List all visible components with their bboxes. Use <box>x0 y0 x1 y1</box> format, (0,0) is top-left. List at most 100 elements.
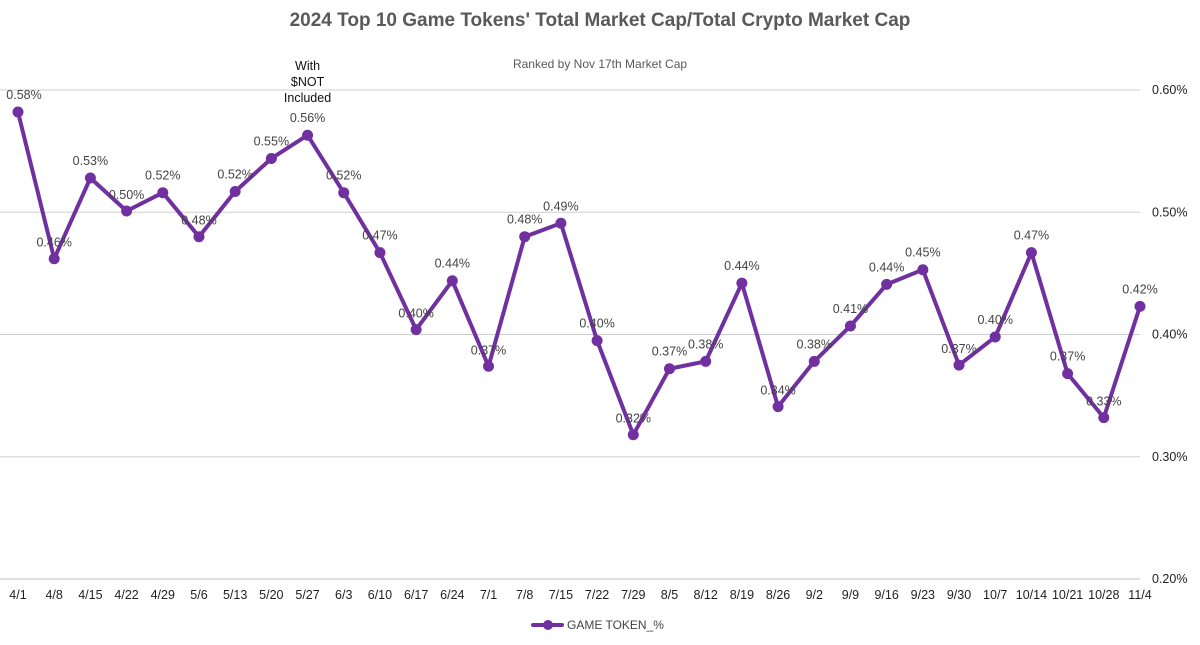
data-point <box>229 185 241 197</box>
data-point <box>591 335 603 347</box>
data-label: 0.52% <box>326 169 361 183</box>
data-label: 0.45% <box>905 246 940 260</box>
x-tick-label: 10/28 <box>1088 588 1119 602</box>
x-tick-label: 9/2 <box>806 588 823 602</box>
data-point <box>881 278 893 290</box>
data-label: 0.37% <box>471 343 506 357</box>
data-point <box>555 217 567 229</box>
x-tick-label: 10/7 <box>983 588 1007 602</box>
y-tick-label: 0.30% <box>1152 450 1187 464</box>
data-point <box>953 359 965 371</box>
x-tick-label: 7/15 <box>549 588 573 602</box>
y-tick-label: 0.60% <box>1152 83 1187 97</box>
data-label: 0.41% <box>833 302 868 316</box>
x-tick-label: 11/4 <box>1128 588 1151 602</box>
data-label: 0.53% <box>73 154 108 168</box>
data-point <box>700 355 712 367</box>
data-point <box>989 331 1001 343</box>
data-point <box>410 324 422 336</box>
x-tick-label: 8/5 <box>661 588 678 602</box>
data-point <box>1025 247 1037 259</box>
x-tick-label: 9/23 <box>911 588 935 602</box>
x-tick-label: 4/1 <box>9 588 26 602</box>
data-point <box>84 172 96 184</box>
x-tick-label: 5/6 <box>190 588 207 602</box>
data-point <box>663 363 675 375</box>
data-label: 0.46% <box>36 236 71 250</box>
annotation-line: $NOT <box>291 75 325 89</box>
x-tick-label: 9/9 <box>842 588 859 602</box>
data-label: 0.37% <box>652 345 687 359</box>
data-labels: 0.58%0.46%0.53%0.50%0.52%0.48%0.52%0.55%… <box>6 88 1157 426</box>
x-tick-label: 6/24 <box>440 588 464 602</box>
data-point <box>121 205 133 217</box>
x-tick-label: 9/30 <box>947 588 971 602</box>
data-point <box>1062 368 1074 380</box>
x-tick-label: 8/26 <box>766 588 790 602</box>
data-point <box>736 277 748 289</box>
data-point <box>302 129 314 141</box>
x-tick-label: 4/22 <box>114 588 138 602</box>
annotation-not-included: With $NOT Included <box>284 59 331 105</box>
data-point <box>374 247 386 259</box>
data-point <box>627 429 639 441</box>
data-label: 0.56% <box>290 111 325 125</box>
data-label: 0.42% <box>1122 282 1157 296</box>
data-point <box>446 275 458 287</box>
data-label: 0.37% <box>1050 350 1085 364</box>
data-point <box>1134 300 1146 312</box>
data-label: 0.40% <box>398 307 433 321</box>
data-label: 0.48% <box>181 214 216 228</box>
x-axis-ticks: 4/1 4/8 4/15 4/22 4/29 5/6 5/13 5/20 5/27 6/3 6/10… <box>9 588 1151 602</box>
data-point <box>519 231 531 243</box>
data-label: 0.44% <box>435 257 470 271</box>
data-label: 0.38% <box>797 337 832 351</box>
data-point <box>808 355 820 367</box>
x-tick-label: 7/1 <box>480 588 497 602</box>
x-tick-label: 8/19 <box>730 588 754 602</box>
data-point <box>844 320 856 332</box>
data-label: 0.32% <box>616 412 651 426</box>
data-label: 0.34% <box>760 384 795 398</box>
data-label: 0.40% <box>579 317 614 331</box>
x-tick-label: 6/17 <box>404 588 428 602</box>
gridlines <box>0 89 1140 580</box>
data-point <box>338 187 350 199</box>
data-label: 0.49% <box>543 199 578 213</box>
x-tick-label: 7/29 <box>621 588 645 602</box>
data-point <box>917 264 929 276</box>
data-point <box>1098 412 1110 424</box>
data-label: 0.44% <box>869 260 904 274</box>
data-point <box>772 401 784 413</box>
x-tick-label: 7/22 <box>585 588 609 602</box>
series-game-token <box>12 106 1146 441</box>
data-label: 0.48% <box>507 213 542 227</box>
data-label: 0.47% <box>362 229 397 243</box>
series-line <box>16 110 1142 437</box>
x-tick-label: 4/15 <box>78 588 102 602</box>
data-point <box>265 152 277 164</box>
x-tick-label: 5/20 <box>259 588 283 602</box>
x-tick-label: 5/27 <box>295 588 319 602</box>
x-tick-label: 8/12 <box>694 588 718 602</box>
annotation-line: Included <box>284 91 331 105</box>
data-label: 0.47% <box>1014 229 1049 243</box>
legend-label: GAME TOKEN_% <box>567 618 664 632</box>
data-point <box>48 253 60 265</box>
annotation-line: With <box>295 59 320 73</box>
chart-subtitle: Ranked by Nov 17th Market Cap <box>512 57 688 71</box>
legend: GAME TOKEN_% <box>531 618 664 632</box>
y-tick-label: 0.50% <box>1152 205 1187 219</box>
data-label: 0.33% <box>1086 395 1121 409</box>
data-point <box>157 187 169 199</box>
chart-title: 2024 Top 10 Game Tokens' Total Market Ca… <box>289 10 911 31</box>
data-point <box>193 231 205 243</box>
data-point <box>483 360 495 372</box>
x-tick-label: 6/10 <box>368 588 392 602</box>
x-tick-label: 10/21 <box>1052 588 1083 602</box>
data-label: 0.50% <box>109 188 144 202</box>
data-label: 0.38% <box>688 337 723 351</box>
data-label: 0.55% <box>254 134 289 148</box>
data-label: 0.52% <box>217 167 252 181</box>
